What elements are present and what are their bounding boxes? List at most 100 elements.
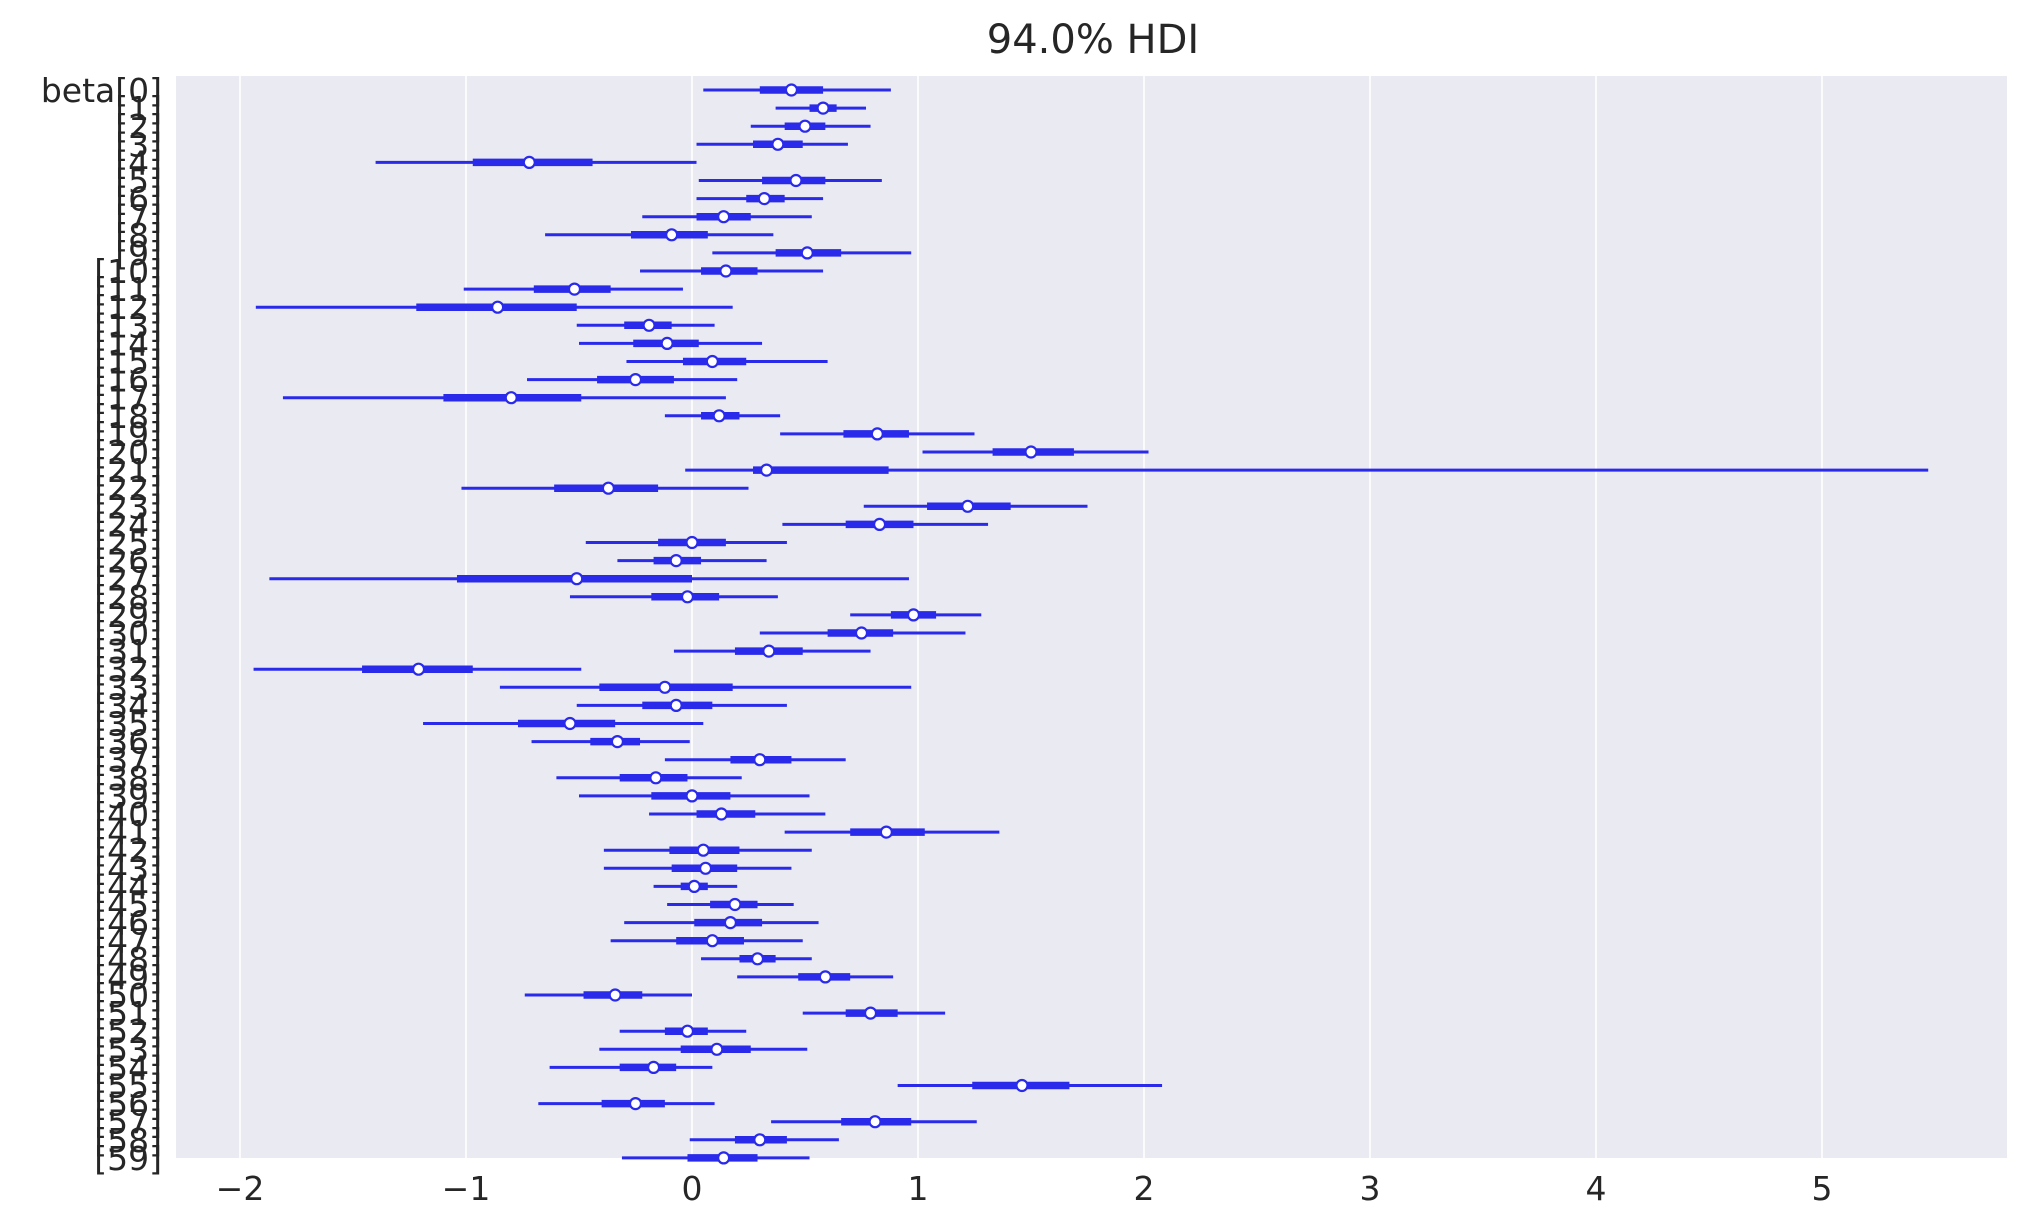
mean-point <box>665 228 679 242</box>
forest-row <box>784 825 1000 839</box>
row-label: [59] <box>94 1139 162 1178</box>
row-label: [7] <box>115 198 162 237</box>
mean-point <box>685 789 699 803</box>
mean-point <box>798 119 812 133</box>
forest-row <box>603 861 792 875</box>
mean-point <box>719 264 733 278</box>
row-label: [15] <box>94 343 162 382</box>
mean-point <box>642 318 656 332</box>
mean-point <box>753 753 767 767</box>
x-tick-label: −1 <box>442 1169 491 1208</box>
forest-row <box>531 734 690 749</box>
row-label: [50] <box>94 976 162 1015</box>
mean-point <box>750 952 765 966</box>
row-label: [29] <box>94 596 162 635</box>
mean-point <box>628 373 643 387</box>
forest-row <box>667 897 794 912</box>
mean-point <box>669 698 683 713</box>
row-label: [55] <box>94 1067 162 1106</box>
forest-row <box>626 354 828 369</box>
forest-row <box>253 662 582 676</box>
forest-row <box>673 644 871 658</box>
row-label: [31] <box>94 632 162 671</box>
forest-row <box>621 1151 810 1165</box>
mean-point <box>723 915 738 930</box>
mean-point <box>762 644 776 658</box>
x-tick-label: 0 <box>682 1169 703 1208</box>
forest-row <box>698 173 882 188</box>
forest-row <box>579 789 810 803</box>
row-label: [17] <box>94 379 162 418</box>
row-label: [46] <box>94 904 162 943</box>
mean-point <box>863 1006 878 1020</box>
forest-row <box>576 318 715 332</box>
row-label: [38] <box>94 759 162 798</box>
forest-row <box>689 1133 839 1147</box>
mean-point <box>771 137 785 151</box>
row-label: [42] <box>94 831 162 870</box>
mean-point <box>669 553 683 568</box>
row-label: [43] <box>94 849 162 888</box>
forest-row <box>750 119 871 133</box>
row-label: [4] <box>115 143 162 182</box>
forest-row <box>649 807 826 821</box>
forest-row <box>569 590 778 604</box>
mean-point <box>868 1115 882 1129</box>
row-label: [48] <box>94 940 162 979</box>
forest-row <box>617 553 767 568</box>
mean-point <box>411 662 426 676</box>
mean-point <box>1015 1078 1029 1093</box>
x-tick-label: 4 <box>1586 1169 1607 1208</box>
mean-point <box>757 192 771 206</box>
mean-point <box>712 409 726 423</box>
mean-point <box>714 807 728 821</box>
forest-row <box>759 626 966 640</box>
mean-point <box>608 988 622 1002</box>
row-label: [41] <box>94 813 162 852</box>
mean-point <box>717 210 731 224</box>
row-label: [24] <box>94 505 162 544</box>
mean-point <box>628 1096 643 1111</box>
row-label: [44] <box>94 867 162 906</box>
row-label: [40] <box>94 795 162 834</box>
forest-row <box>585 535 787 550</box>
row-label: [28] <box>94 578 162 617</box>
forest-row <box>255 300 733 314</box>
row-label: [1] <box>115 89 162 128</box>
forest-row <box>640 264 824 278</box>
row-label: [47] <box>94 922 162 961</box>
forest-row <box>780 427 975 441</box>
row-label: [11] <box>94 270 162 309</box>
forest-row <box>579 336 763 350</box>
forest-row <box>463 282 683 296</box>
row-label: [19] <box>94 415 162 454</box>
mean-point <box>753 1133 767 1147</box>
mean-point <box>646 1060 661 1075</box>
mean-point <box>1024 445 1038 459</box>
forest-row <box>576 698 787 713</box>
row-label: [34] <box>94 686 162 725</box>
mean-point <box>563 716 577 731</box>
row-label: [22] <box>94 469 162 508</box>
forest-row <box>642 210 812 224</box>
forest-row <box>922 445 1149 459</box>
forest-row <box>610 934 803 948</box>
forest-row <box>527 373 738 387</box>
row-label: [33] <box>94 668 162 707</box>
mean-point <box>717 1151 731 1165</box>
mean-point <box>870 427 884 441</box>
forest-row <box>664 753 846 767</box>
row-label: [51] <box>94 994 162 1033</box>
row-label: [54] <box>94 1048 162 1087</box>
forest-row <box>701 952 812 966</box>
row-label: [32] <box>94 650 162 689</box>
forest-row <box>538 1096 715 1111</box>
row-label: [23] <box>94 487 162 526</box>
mean-point <box>696 843 710 857</box>
forest-row <box>461 481 749 495</box>
forest-row <box>375 155 697 169</box>
mean-point <box>680 590 695 604</box>
forest-row <box>737 970 894 984</box>
mean-point <box>854 626 869 640</box>
